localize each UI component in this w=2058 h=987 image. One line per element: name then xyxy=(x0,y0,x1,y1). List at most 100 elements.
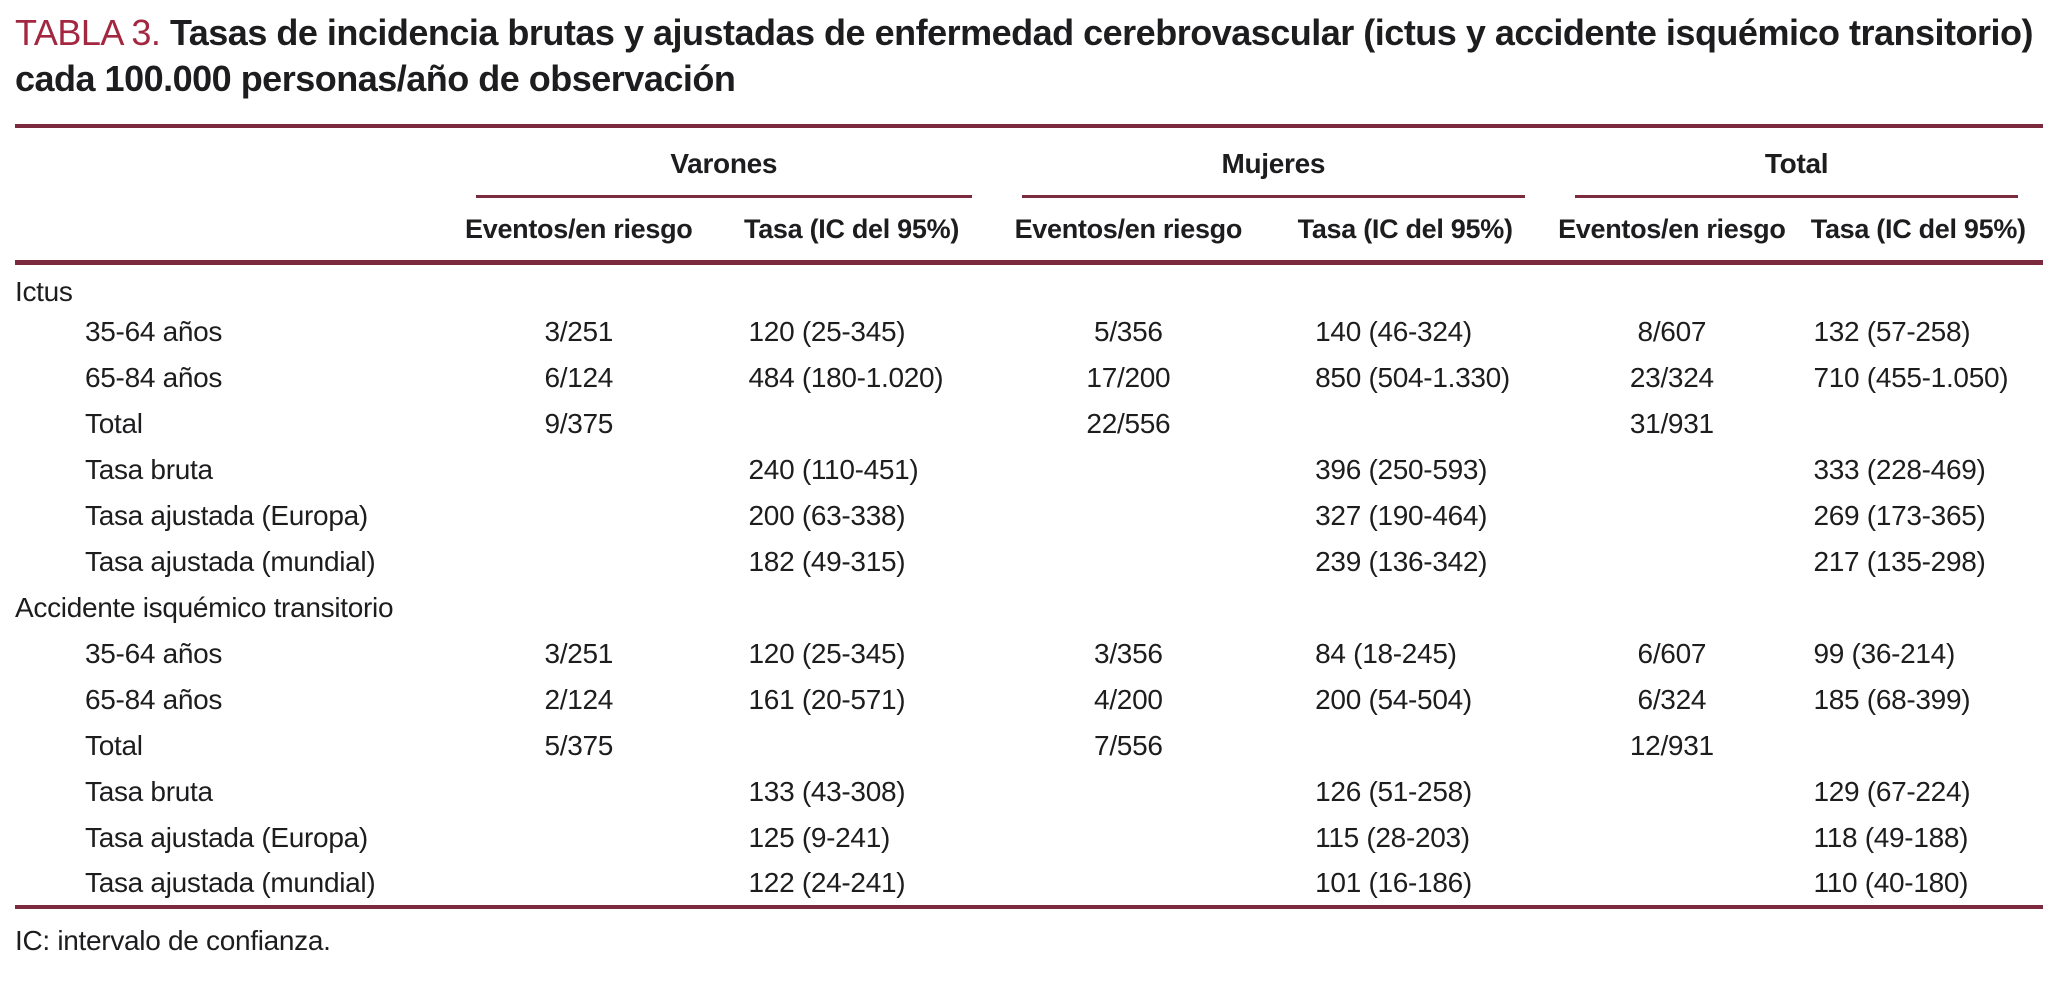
cell-total-eventos xyxy=(1550,585,1793,631)
cell-mujeres-tasa xyxy=(1260,723,1550,769)
cell-varones-eventos xyxy=(451,769,707,815)
table-footnote: IC: intervalo de confianza. xyxy=(15,924,331,956)
row-label: Tasa ajustada (Europa) xyxy=(85,821,368,853)
subheader-varones-tasa: Tasa (IC del 95%) xyxy=(744,214,960,244)
cell-varones-tasa: 120 (25-345) xyxy=(748,315,906,347)
row-label: Accidente isquémico transitorio xyxy=(15,591,394,623)
table-row: 65-84 años 6/124 484 (180-1.020) 17/200 … xyxy=(15,355,2043,401)
group-header-row: Varones Mujeres Total xyxy=(15,126,2043,198)
cell-varones-tasa: 161 (20-571) xyxy=(748,683,906,715)
cell-varones-tasa: 484 (180-1.020) xyxy=(748,361,944,393)
cell-mujeres-eventos xyxy=(997,539,1261,585)
cell-varones-eventos xyxy=(451,493,707,539)
cell-mujeres-eventos: 5/356 xyxy=(1094,315,1163,347)
page-title: TABLA 3. Tasas de incidencia brutas y aj… xyxy=(15,10,2043,102)
cell-total-eventos xyxy=(1550,263,1793,309)
table-number: TABLA 3. xyxy=(15,12,161,53)
cell-mujeres-eventos xyxy=(997,493,1261,539)
cell-mujeres-tasa: 140 (46-324) xyxy=(1315,315,1472,347)
cell-varones-eventos: 6/124 xyxy=(544,361,614,393)
subheader-mujeres-eventos: Eventos/en riesgo xyxy=(1014,214,1243,244)
cell-varones-eventos: 9/375 xyxy=(544,407,614,439)
cell-total-tasa: 110 (40-180) xyxy=(1813,866,1969,898)
table-row: Tasa ajustada (mundial) 122 (24-241) 101… xyxy=(15,861,2043,907)
table-row: Tasa ajustada (mundial) 182 (49-315) 239… xyxy=(15,539,2043,585)
cell-varones-tasa xyxy=(707,263,997,309)
group-underline-mujeres xyxy=(1021,195,1526,198)
cell-mujeres-tasa xyxy=(1260,401,1550,447)
table-row: 35-64 años 3/251 120 (25-345) 5/356 140 … xyxy=(15,309,2043,355)
row-label: Tasa bruta xyxy=(85,453,213,485)
cell-mujeres-tasa: 115 (28-203) xyxy=(1315,821,1470,853)
cell-total-tasa xyxy=(1794,401,2043,447)
cell-total-eventos: 8/607 xyxy=(1637,315,1707,347)
cell-mujeres-eventos xyxy=(997,815,1261,861)
cell-mujeres-tasa: 396 (250-593) xyxy=(1315,453,1488,485)
table-caption: Tasas de incidencia brutas y ajustadas d… xyxy=(15,12,2033,99)
cell-total-eventos: 12/931 xyxy=(1629,729,1714,761)
cell-mujeres-tasa: 101 (16-186) xyxy=(1315,866,1472,898)
cell-total-eventos: 31/931 xyxy=(1629,407,1714,439)
cell-total-tasa: 118 (49-188) xyxy=(1813,821,1969,853)
subheader-empty xyxy=(15,198,451,263)
row-label: 65-84 años xyxy=(85,361,223,393)
cell-mujeres-tasa: 126 (51-258) xyxy=(1315,775,1472,807)
cell-mujeres-eventos: 4/200 xyxy=(1094,683,1163,715)
cell-mujeres-tasa: 327 (190-464) xyxy=(1315,499,1488,531)
table-row: Total 9/375 22/556 31/931 xyxy=(15,401,2043,447)
row-label: Tasa ajustada (mundial) xyxy=(85,866,376,898)
group-label-varones: Varones xyxy=(670,148,778,179)
cell-total-tasa xyxy=(1794,723,2043,769)
cell-total-tasa: 185 (68-399) xyxy=(1813,683,1971,715)
row-label: Tasa ajustada (mundial) xyxy=(85,545,376,577)
cell-varones-eventos: 5/375 xyxy=(544,729,614,761)
cell-total-tasa: 333 (228-469) xyxy=(1813,453,1986,485)
table-row: Tasa ajustada (Europa) 200 (63-338) 327 … xyxy=(15,493,2043,539)
table-figure: TABLA 3. Tasas de incidencia brutas y aj… xyxy=(15,10,2043,956)
cell-mujeres-tasa: 84 (18-245) xyxy=(1315,637,1457,669)
row-label: Total xyxy=(85,729,143,761)
group-label-total: Total xyxy=(1764,148,1829,179)
cell-varones-eventos xyxy=(451,539,707,585)
cell-total-eventos xyxy=(1550,769,1793,815)
group-underline-varones xyxy=(476,195,972,198)
table-row-section-ictus: Ictus xyxy=(15,263,2043,309)
cell-total-eventos xyxy=(1550,493,1793,539)
cell-mujeres-eventos xyxy=(997,447,1261,493)
cell-total-eventos: 6/324 xyxy=(1637,683,1707,715)
cell-varones-tasa xyxy=(707,401,997,447)
cell-mujeres-eventos: 22/556 xyxy=(1086,407,1171,439)
cell-total-eventos xyxy=(1550,815,1793,861)
group-label-mujeres: Mujeres xyxy=(1221,148,1326,179)
cell-varones-tasa xyxy=(707,585,997,631)
cell-total-eventos xyxy=(1550,861,1793,907)
cell-varones-tasa: 200 (63-338) xyxy=(748,499,906,531)
cell-total-tasa: 710 (455-1.050) xyxy=(1813,361,2009,393)
row-label: 35-64 años xyxy=(85,637,223,669)
cell-mujeres-tasa: 850 (504-1.330) xyxy=(1315,361,1510,393)
cell-total-eventos xyxy=(1550,447,1793,493)
cell-mujeres-tasa xyxy=(1260,263,1550,309)
cell-mujeres-eventos xyxy=(997,769,1261,815)
cell-varones-eventos xyxy=(451,263,707,309)
cell-total-eventos xyxy=(1550,539,1793,585)
cell-mujeres-eventos: 17/200 xyxy=(1086,361,1171,393)
row-label: Ictus xyxy=(15,275,73,307)
cell-varones-eventos: 2/124 xyxy=(544,683,614,715)
cell-varones-eventos xyxy=(451,815,707,861)
row-label: Total xyxy=(85,407,143,439)
cell-varones-tasa: 182 (49-315) xyxy=(748,545,906,577)
table-row: Tasa ajustada (Europa) 125 (9-241) 115 (… xyxy=(15,815,2043,861)
table-row: Tasa bruta 240 (110-451) 396 (250-593) 3… xyxy=(15,447,2043,493)
column-group-total: Total xyxy=(1550,126,2043,198)
cell-varones-eventos xyxy=(451,585,707,631)
cell-varones-eventos xyxy=(451,447,707,493)
cell-total-tasa: 132 (57-258) xyxy=(1813,315,1971,347)
cell-mujeres-tasa xyxy=(1260,585,1550,631)
cell-mujeres-eventos xyxy=(997,861,1261,907)
cell-varones-tasa: 122 (24-241) xyxy=(748,866,906,898)
cell-total-eventos: 6/607 xyxy=(1637,637,1707,669)
table-row: 35-64 años 3/251 120 (25-345) 3/356 84 (… xyxy=(15,631,2043,677)
cell-mujeres-eventos xyxy=(997,263,1261,309)
column-group-varones: Varones xyxy=(451,126,997,198)
